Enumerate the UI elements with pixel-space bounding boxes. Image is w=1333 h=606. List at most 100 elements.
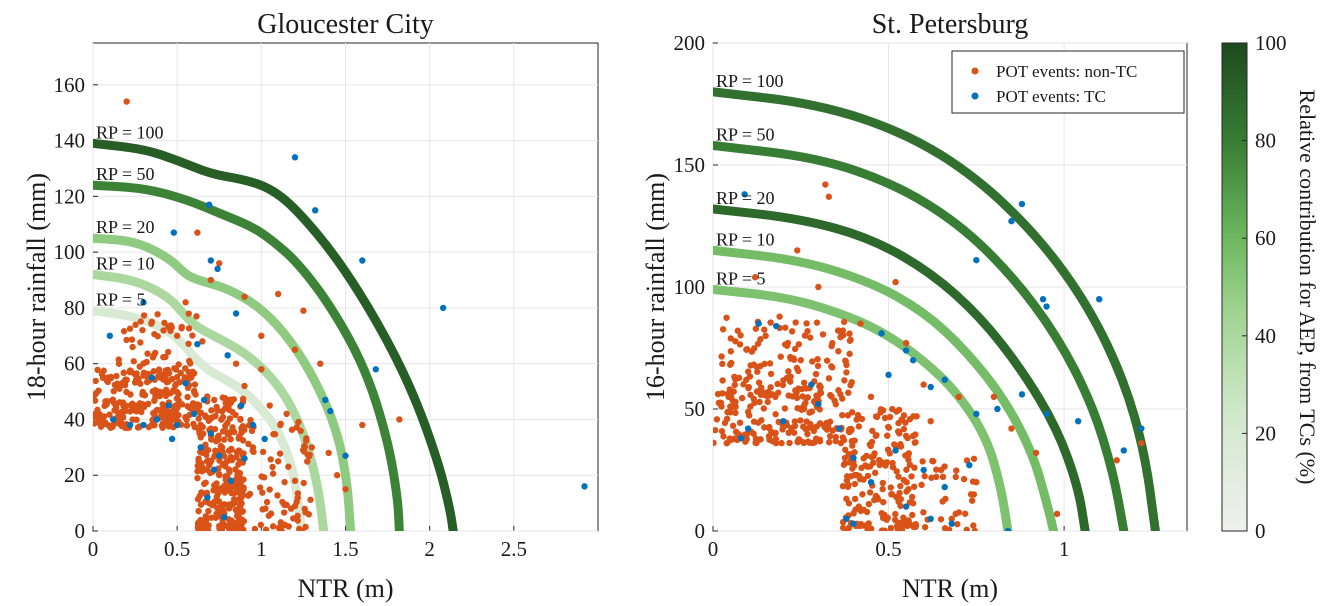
data-point [246, 490, 254, 498]
data-point [762, 332, 769, 339]
data-point [767, 384, 774, 391]
data-point [779, 381, 787, 389]
data-point [752, 325, 760, 332]
data-point [171, 365, 178, 372]
rp-curve [713, 140, 1129, 531]
data-point [815, 400, 822, 408]
data-point [107, 373, 115, 381]
data-point [781, 405, 789, 412]
colorbar-tick-label: 100 [1255, 31, 1287, 55]
data-point [878, 330, 885, 337]
data-point [170, 229, 177, 236]
data-point [277, 421, 284, 429]
data-point [994, 405, 1001, 413]
data-point [858, 415, 866, 423]
data-point [259, 489, 266, 496]
data-point [203, 451, 210, 459]
colorbar-tick-label: 40 [1255, 324, 1276, 348]
data-point [871, 496, 878, 504]
data-point [730, 388, 737, 395]
data-point [842, 446, 849, 453]
data-point [342, 485, 349, 493]
data-point [235, 435, 242, 442]
data-point [208, 436, 215, 443]
x-tick-label: 2 [424, 537, 435, 561]
data-point [816, 406, 823, 413]
data-point [729, 422, 737, 430]
y-axis-label: 18-hour rainfall (mm) [22, 173, 51, 401]
data-point [747, 362, 754, 369]
data-point [128, 336, 136, 343]
data-point [804, 394, 812, 401]
x-tick-label: 0 [708, 537, 719, 561]
data-point [197, 501, 205, 508]
data-point [581, 483, 588, 490]
data-point [245, 440, 252, 448]
data-point [274, 458, 282, 465]
data-point [792, 319, 799, 326]
data-point [727, 335, 735, 342]
data-point [228, 500, 236, 507]
data-point [862, 462, 869, 469]
data-point [906, 461, 914, 468]
data-point [1096, 296, 1103, 303]
data-point [241, 382, 248, 390]
data-point [141, 370, 148, 377]
data-point [839, 483, 847, 490]
data-point [905, 456, 912, 463]
data-point [396, 416, 403, 423]
data-point [736, 341, 744, 348]
data-point [720, 433, 727, 440]
data-point [825, 193, 833, 200]
data-point [182, 299, 189, 306]
data-point [190, 410, 198, 418]
data-point [888, 491, 896, 498]
data-point [846, 337, 854, 344]
data-point [175, 397, 182, 404]
data-point [222, 395, 229, 402]
data-point [795, 341, 803, 348]
data-point [239, 424, 246, 432]
data-point [755, 379, 763, 386]
data-point [812, 435, 820, 442]
data-point [130, 405, 137, 412]
data-point [306, 451, 313, 459]
data-point [216, 260, 223, 267]
data-point [111, 407, 118, 414]
data-point [148, 318, 156, 326]
data-point [905, 485, 912, 493]
x-tick-labels: 0 0.5 1 [708, 537, 1070, 561]
data-point [804, 430, 811, 438]
data-point [110, 416, 117, 423]
data-point [189, 332, 196, 339]
data-point [93, 377, 99, 385]
data-point [898, 416, 906, 423]
data-point [181, 365, 189, 372]
data-point [140, 312, 148, 319]
data-point [747, 403, 754, 410]
data-point [902, 503, 910, 510]
data-point [828, 363, 835, 370]
data-point [744, 425, 752, 432]
data-point [258, 473, 265, 480]
data-point [829, 339, 836, 347]
data-point [713, 426, 719, 434]
data-point [809, 439, 816, 447]
data-point [140, 421, 147, 429]
data-point [211, 396, 218, 404]
data-point [765, 392, 773, 399]
data-point [194, 462, 201, 470]
data-point [205, 417, 212, 424]
data-point [723, 439, 730, 447]
data-point [317, 360, 324, 367]
data-point [767, 319, 774, 326]
y-tick-label: 150 [674, 153, 706, 177]
data-point [968, 497, 976, 504]
data-point [227, 484, 234, 492]
data-point [1032, 449, 1040, 457]
data-point [269, 463, 276, 471]
data-point [843, 515, 850, 522]
data-point [257, 521, 265, 529]
data-point [809, 358, 816, 365]
